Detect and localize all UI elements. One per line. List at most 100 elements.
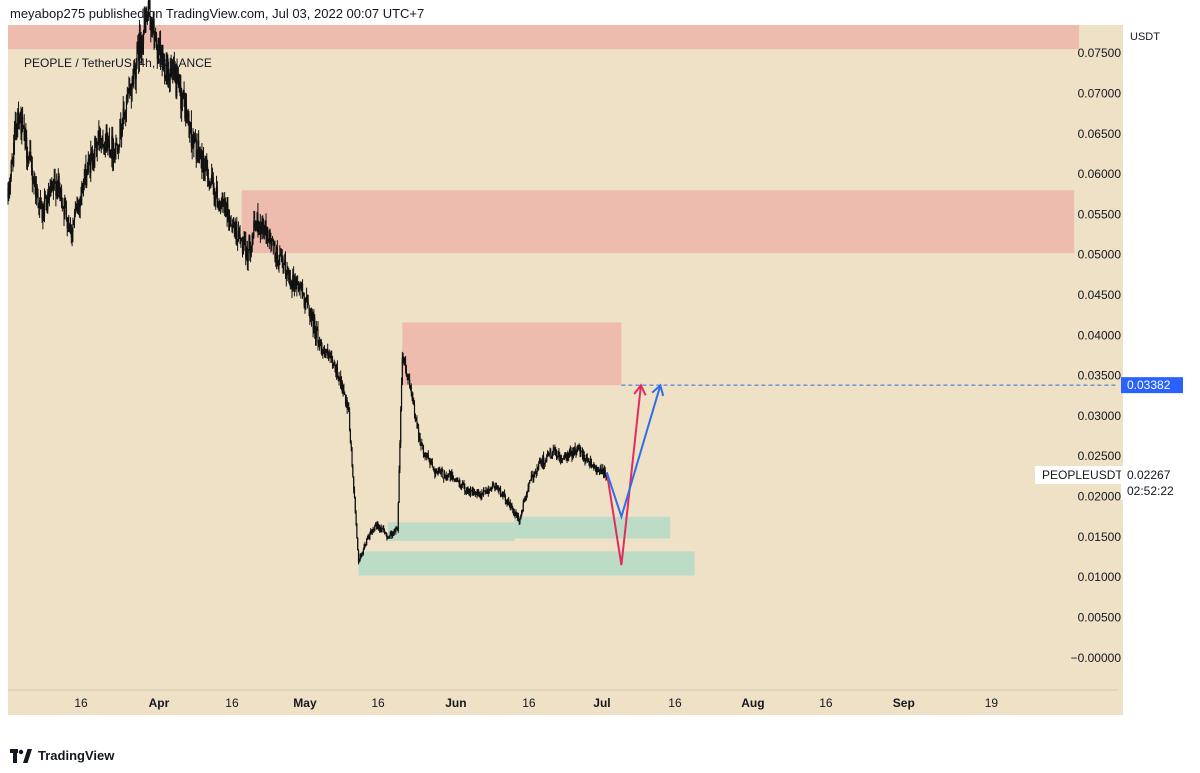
candle-body	[578, 445, 580, 447]
candle-body	[384, 531, 386, 533]
candle-body	[538, 459, 541, 464]
candle-body	[379, 525, 381, 530]
candle-body	[419, 438, 421, 446]
candle-body	[468, 489, 470, 494]
candle-body	[220, 201, 222, 207]
candle-body	[496, 486, 498, 488]
candle-body	[298, 288, 300, 292]
candle-body	[391, 532, 393, 537]
candle-body	[18, 121, 20, 125]
candle-body	[395, 528, 397, 532]
candle-body	[239, 234, 241, 239]
candle-body	[275, 247, 278, 263]
candle-body	[553, 448, 555, 450]
candle-body	[316, 328, 318, 330]
candle-body	[414, 413, 416, 420]
candle-body	[242, 244, 244, 254]
published-by-line: meyabop275 published on TradingView.com,…	[10, 6, 425, 21]
candle-body	[72, 224, 74, 232]
candle-body	[318, 342, 320, 344]
candle-body	[165, 65, 167, 79]
candle-body	[540, 462, 542, 464]
candle-body	[535, 471, 537, 474]
x-tick-label: Sep	[893, 696, 915, 710]
candle-body	[103, 145, 106, 152]
candle-body	[203, 169, 205, 173]
candle-body	[202, 155, 205, 170]
candle-body	[326, 349, 328, 352]
candle-body	[244, 240, 246, 242]
candle-body	[169, 68, 171, 78]
candle-body	[551, 456, 553, 459]
candle-body	[361, 554, 363, 558]
candle-body	[80, 195, 82, 198]
candle-body	[73, 213, 76, 221]
candle-body	[375, 525, 377, 527]
y-tick-label: 0.04000	[1078, 328, 1122, 342]
candle-body	[207, 177, 210, 187]
candle-body	[575, 452, 577, 453]
candle-body	[341, 381, 343, 393]
candle-body	[449, 474, 451, 478]
candle-body	[189, 126, 191, 132]
candle-body	[387, 537, 389, 539]
candle-body	[410, 385, 412, 393]
candle-body	[251, 235, 253, 247]
candle-body	[309, 308, 311, 319]
candle-body	[564, 454, 566, 457]
candle-body	[440, 470, 442, 474]
candle-body	[94, 137, 96, 159]
candle-body	[528, 482, 530, 488]
candle-body	[418, 437, 420, 439]
candle-body	[174, 75, 176, 78]
candle-body	[21, 116, 23, 135]
candle-body	[280, 254, 283, 258]
candle-body	[445, 475, 447, 478]
candle-body	[387, 537, 390, 539]
candle-body	[232, 219, 234, 229]
candle-body	[166, 65, 168, 80]
candle-body	[379, 527, 382, 530]
candle-body	[548, 453, 550, 456]
price-chart[interactable]: 0.07500 0.07000 0.06500 0.06000 0.05500 0.050…	[7, 0, 1200, 715]
candle-body	[325, 351, 327, 355]
candle-body	[436, 472, 438, 474]
candle-body	[582, 452, 584, 457]
candle-body	[290, 286, 292, 288]
candle-body	[130, 89, 132, 96]
x-tick-label: 16	[74, 696, 88, 710]
candle-body	[409, 379, 411, 388]
candle-body	[602, 468, 605, 475]
candle-body	[377, 523, 379, 529]
chart-area[interactable]: PEOPLE / TetherUS, 4h, BINANCE 0.07500 0.…	[7, 0, 1183, 715]
candle-body	[383, 528, 385, 531]
candle-body	[544, 461, 546, 465]
candle-body	[332, 364, 334, 366]
candle-body	[271, 239, 274, 241]
candle-body	[510, 503, 512, 508]
candle-body	[35, 186, 37, 197]
candle-body	[396, 528, 399, 531]
candle-body	[288, 278, 291, 281]
candle-body	[255, 227, 257, 228]
candle-body	[470, 489, 472, 491]
candle-body	[430, 463, 432, 464]
candle-body	[150, 20, 152, 30]
candle-body	[441, 470, 443, 471]
candle-body	[352, 466, 354, 477]
candle-body	[33, 181, 35, 184]
candle-body	[85, 165, 87, 186]
candle-body	[563, 456, 565, 459]
candle-body	[190, 122, 192, 147]
candle-body	[401, 357, 403, 385]
candle-body	[60, 188, 63, 206]
y-tick-label: 0.02000	[1078, 490, 1122, 504]
candle-body	[331, 356, 333, 363]
candle-body	[334, 364, 336, 366]
candle-body	[30, 151, 32, 160]
candle-body	[590, 458, 592, 467]
candle-body	[257, 213, 259, 233]
candlestick-series	[7, 0, 608, 565]
candle-body	[246, 247, 248, 262]
candle-body	[572, 451, 574, 457]
